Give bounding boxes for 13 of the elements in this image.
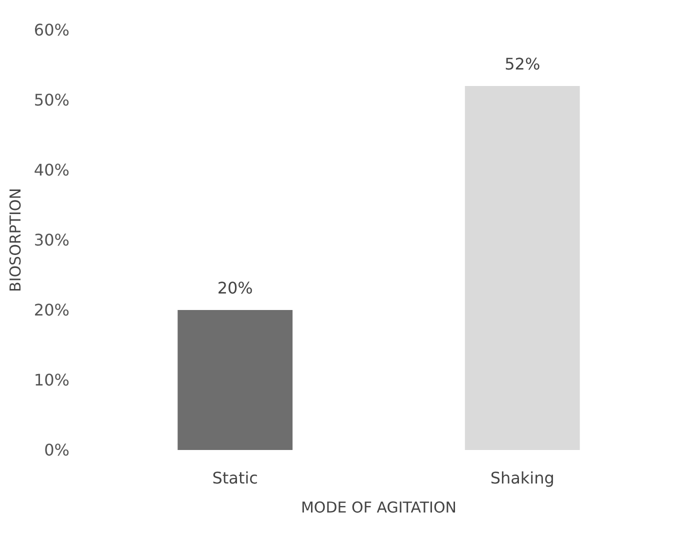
- y-tick-label: 40%: [34, 160, 70, 180]
- y-tick-label: 10%: [34, 370, 70, 390]
- y-tick-label: 0%: [44, 440, 70, 460]
- y-axis-title: BIOSORPTION: [6, 188, 24, 292]
- y-tick-label: 60%: [34, 20, 70, 40]
- x-tick-label: Shaking: [490, 468, 554, 488]
- y-tick-label: 20%: [34, 300, 70, 320]
- y-tick-label: 30%: [34, 230, 70, 250]
- data-label: 20%: [217, 278, 253, 298]
- data-label: 52%: [504, 54, 540, 74]
- x-axis-title: MODE OF AGITATION: [300, 498, 456, 516]
- x-tick-label: Static: [212, 468, 258, 488]
- y-tick-label: 50%: [34, 90, 70, 110]
